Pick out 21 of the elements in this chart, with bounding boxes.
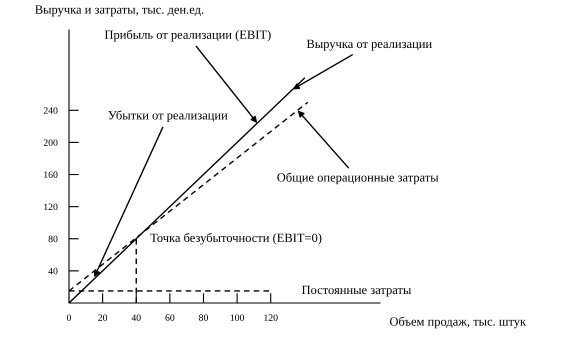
x-tick-label: 40 — [132, 314, 141, 321]
y-tick-label: 160 — [44, 171, 58, 178]
x-tick-label: 60 — [165, 314, 174, 321]
x-tick-label: 20 — [98, 314, 108, 321]
x-tick-label: 80 — [198, 314, 208, 321]
y-tick-label: 200 — [44, 139, 58, 146]
annotation: Убытки от реализации — [108, 110, 228, 122]
annotation: Общие операционные затраты — [277, 172, 438, 184]
y-tick-label: 40 — [48, 268, 58, 274]
x-tick-label: 0 — [66, 314, 72, 321]
y-tick-label: 120 — [44, 204, 58, 210]
y-axis-title: Выручка и затраты, тыс. ден.ед. — [35, 5, 204, 16]
x-axis-title: Объем продаж, тыс. штук — [390, 316, 526, 328]
y-tick-label: 80 — [48, 236, 58, 242]
x-tick-label: 100 — [230, 314, 244, 321]
y-tick-label: 240 — [44, 107, 58, 114]
annotation: Выручка от реализации — [306, 40, 432, 51]
annotation: Точка безубыточности (EBIT=0) — [150, 232, 322, 245]
annotation: Постоянные затраты — [302, 286, 412, 297]
x-tick-label: 120 — [264, 314, 278, 321]
annotation: Прибыль от реализации (EBIT) — [104, 30, 271, 42]
